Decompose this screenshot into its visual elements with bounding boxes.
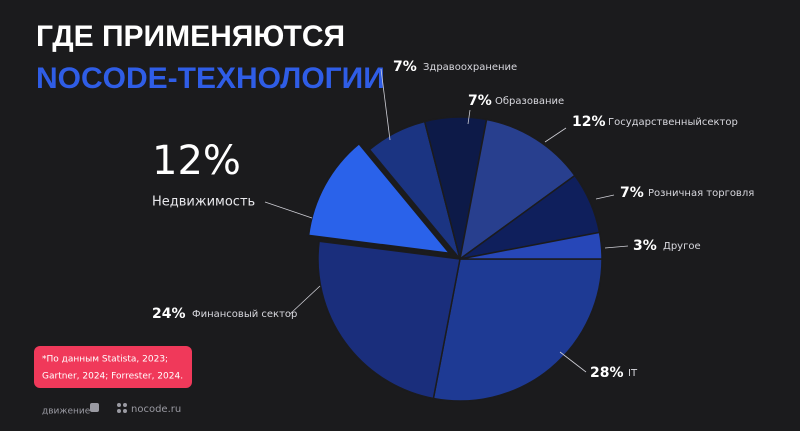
pie-slice (458, 118, 576, 261)
brand-icon (90, 403, 99, 412)
title-line-1: ГДЕ ПРИМЕНЯЮТСЯ (36, 20, 345, 53)
pie-slice (307, 142, 452, 255)
percent-label: 28% (590, 365, 624, 381)
percent-label: 7% (393, 59, 417, 75)
percent-label: 3% (633, 238, 657, 254)
leader-line (380, 68, 391, 141)
percent-label: 12% (152, 138, 241, 184)
category-label: Образование (495, 96, 564, 107)
category-label: Недвижимость (152, 195, 255, 210)
leader-line (559, 351, 587, 373)
leader-line (595, 194, 615, 200)
source-line-2: Gartner, 2024; Forrester, 2024. (42, 372, 183, 382)
leader-line (604, 245, 629, 249)
category-label: Другое (663, 241, 701, 252)
percent-label: 7% (620, 185, 644, 201)
category-label: IT (628, 368, 638, 379)
footer-site: nocode.ru (131, 404, 181, 415)
title-line-2: NOCODE-ТЕХНОЛОГИИ (36, 62, 385, 95)
leader-line (289, 285, 321, 315)
percent-label: 24% (152, 306, 186, 322)
source-line-1: *По данным Statista, 2023; (42, 355, 168, 365)
category-label: Розничная торговля (648, 188, 754, 199)
leader-line (544, 127, 567, 143)
category-label: Государственныйсектор (608, 117, 738, 128)
percent-label: 7% (468, 93, 492, 109)
pie-slice (317, 240, 461, 400)
leader-line (467, 109, 471, 125)
leader-line (264, 201, 313, 219)
source-box (34, 346, 192, 388)
pie-slice (432, 258, 603, 402)
pie-slice (459, 231, 603, 260)
footer-brand: движение (42, 407, 91, 417)
site-icon (117, 403, 127, 413)
category-label: Здравоохранение (423, 62, 517, 73)
category-label: Финансовый сектор (192, 309, 297, 320)
percent-label: 12% (572, 114, 606, 130)
